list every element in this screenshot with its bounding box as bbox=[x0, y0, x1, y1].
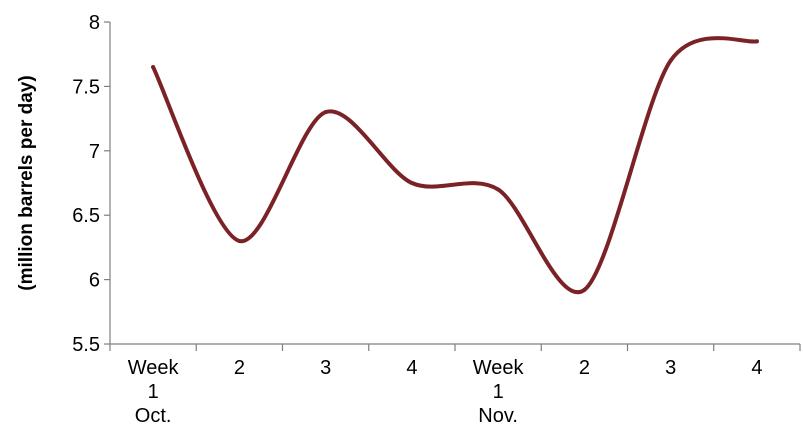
x-axis: Week 1 Oct. 2 3 4 Week 1 Nov. 2 3 4 bbox=[109, 343, 801, 427]
data-point bbox=[496, 187, 501, 192]
x-tick-label: 3 bbox=[665, 357, 676, 379]
data-point bbox=[323, 110, 328, 115]
y-tick-label: 8 bbox=[89, 12, 100, 34]
x-tick-label: 4 bbox=[406, 357, 417, 379]
x-tick-label: 2 bbox=[579, 357, 590, 379]
x-tick-label: Week 1 Oct. bbox=[128, 357, 180, 427]
x-tick-label: Week 1 Nov. bbox=[473, 357, 525, 427]
data-point bbox=[754, 39, 759, 44]
series-group bbox=[151, 36, 759, 295]
y-tick-label: 6 bbox=[89, 270, 100, 292]
data-point bbox=[237, 238, 242, 243]
data-point bbox=[582, 287, 587, 292]
y-tick-label: 6.5 bbox=[72, 205, 100, 227]
y-axis: 5.5 6 6.5 7 7.5 8 bbox=[72, 12, 111, 356]
data-point bbox=[668, 58, 673, 63]
series-line bbox=[151, 36, 759, 295]
x-tick-label: 2 bbox=[234, 357, 245, 379]
data-point bbox=[409, 181, 414, 185]
x-tick-label: 3 bbox=[320, 357, 331, 379]
x-tick-label: 4 bbox=[751, 357, 762, 379]
y-tick-label: 5.5 bbox=[72, 334, 100, 356]
y-tick-label: 7 bbox=[89, 141, 100, 163]
y-axis-label: (million barrels per day) bbox=[16, 75, 37, 290]
data-point bbox=[151, 65, 156, 70]
y-tick-label: 7.5 bbox=[72, 76, 100, 98]
